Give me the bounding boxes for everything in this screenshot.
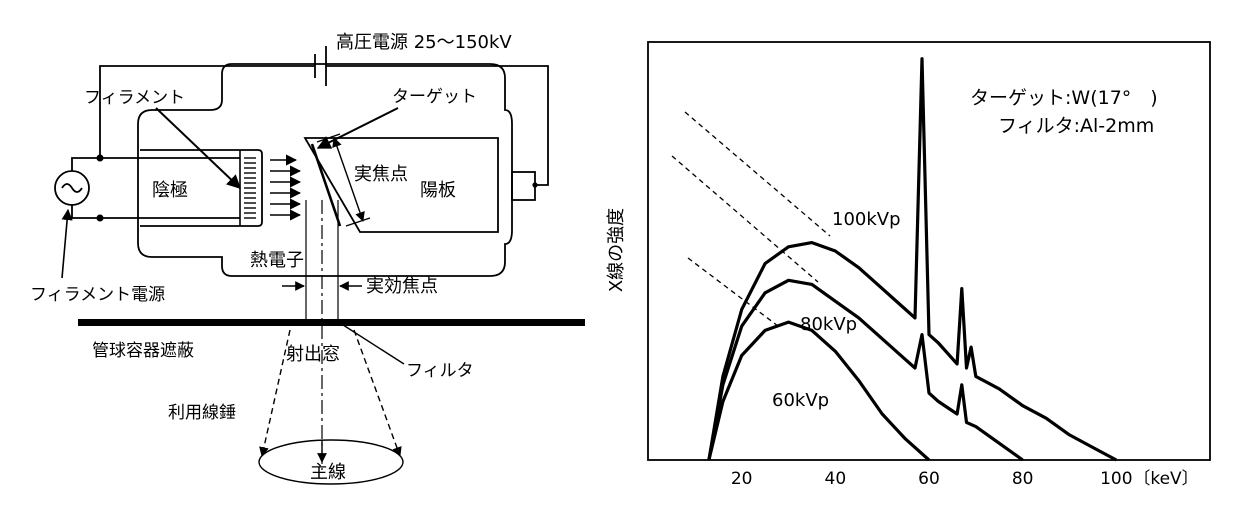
exit-window-label: 射出窓 bbox=[286, 344, 340, 365]
extrapolation-line bbox=[684, 111, 831, 237]
filament-coil bbox=[244, 157, 256, 219]
useful-beam-label: 利用線錘 bbox=[168, 403, 236, 423]
target-pointer bbox=[316, 107, 399, 149]
anode-body bbox=[303, 137, 499, 233]
tube-envelope bbox=[137, 63, 513, 277]
spectrum-chart: X線の強度 ターゲット:W(17° ) フィルタ:Al-2mm 20 40 60 80… bbox=[606, 41, 1211, 489]
actual-focal-spot-dimension bbox=[316, 133, 371, 227]
extrapolation-line bbox=[687, 257, 779, 327]
anode-terminal bbox=[511, 171, 536, 201]
series-lines bbox=[707, 57, 1118, 462]
series-line-60kVp bbox=[707, 320, 931, 462]
beam-path bbox=[305, 200, 339, 470]
electron-stream bbox=[270, 154, 302, 221]
series-labels: 100kVp 80kVp 60kVp bbox=[772, 209, 901, 411]
thermoelectrons-label: 熱電子 bbox=[250, 250, 304, 271]
tube-housing-shield bbox=[78, 319, 585, 326]
series-line-80kVp bbox=[707, 278, 1024, 462]
hv-power-label: 高圧電源 25〜150kV bbox=[336, 32, 512, 53]
filament-power-pointer bbox=[61, 208, 73, 279]
x-tick-label: 40 bbox=[825, 469, 847, 489]
actual-focal-spot-label: 実焦点 bbox=[354, 164, 408, 185]
xray-tube-diagram: 高圧電源 25〜150kV フィラメント電源 bbox=[30, 32, 585, 485]
anode-label: 陽板 bbox=[420, 180, 456, 201]
hv-circuit bbox=[99, 46, 549, 186]
series-label: 60kVp bbox=[772, 390, 829, 411]
series-line-100kVp bbox=[707, 57, 1118, 462]
filter-pointer bbox=[339, 322, 405, 365]
extrapolation-line bbox=[671, 155, 819, 283]
x-axis-ticks: 20 40 60 80 100 〔keV〕 bbox=[731, 469, 1199, 489]
central-ray-label: 主線 bbox=[310, 462, 346, 483]
series-label: 80kVp bbox=[800, 314, 857, 335]
target-label: ターゲット bbox=[392, 87, 477, 107]
filament-pointer bbox=[155, 107, 242, 189]
y-axis-label: X線の強度 bbox=[606, 208, 627, 292]
x-tick-label: 80 bbox=[1012, 469, 1034, 489]
filament-power-circuit bbox=[54, 154, 240, 222]
annotation-filter: フィルタ:Al-2mm bbox=[998, 115, 1154, 137]
target-face bbox=[310, 143, 342, 227]
cathode-cup bbox=[140, 149, 263, 227]
filter-label: フィルタ bbox=[406, 361, 474, 381]
filament-label: フィラメント bbox=[84, 88, 185, 108]
series-label: 100kVp bbox=[832, 209, 901, 230]
cathode-label: 陰極 bbox=[152, 180, 188, 201]
annotation-target: ターゲット:W(17° ) bbox=[970, 87, 1158, 109]
x-tick-label: 100 bbox=[1100, 469, 1132, 489]
tube-housing-shield-label: 管球容器遮蔽 bbox=[92, 341, 194, 361]
extrapolation-lines bbox=[671, 111, 831, 327]
x-unit-label: 〔keV〕 bbox=[1133, 469, 1198, 489]
effective-focal-spot-label: 実効焦点 bbox=[366, 276, 438, 297]
filament-power-label: フィラメント電源 bbox=[30, 285, 165, 305]
x-tick-label: 20 bbox=[731, 469, 753, 489]
useful-beam-cone bbox=[258, 329, 404, 485]
x-tick-label: 60 bbox=[918, 469, 940, 489]
